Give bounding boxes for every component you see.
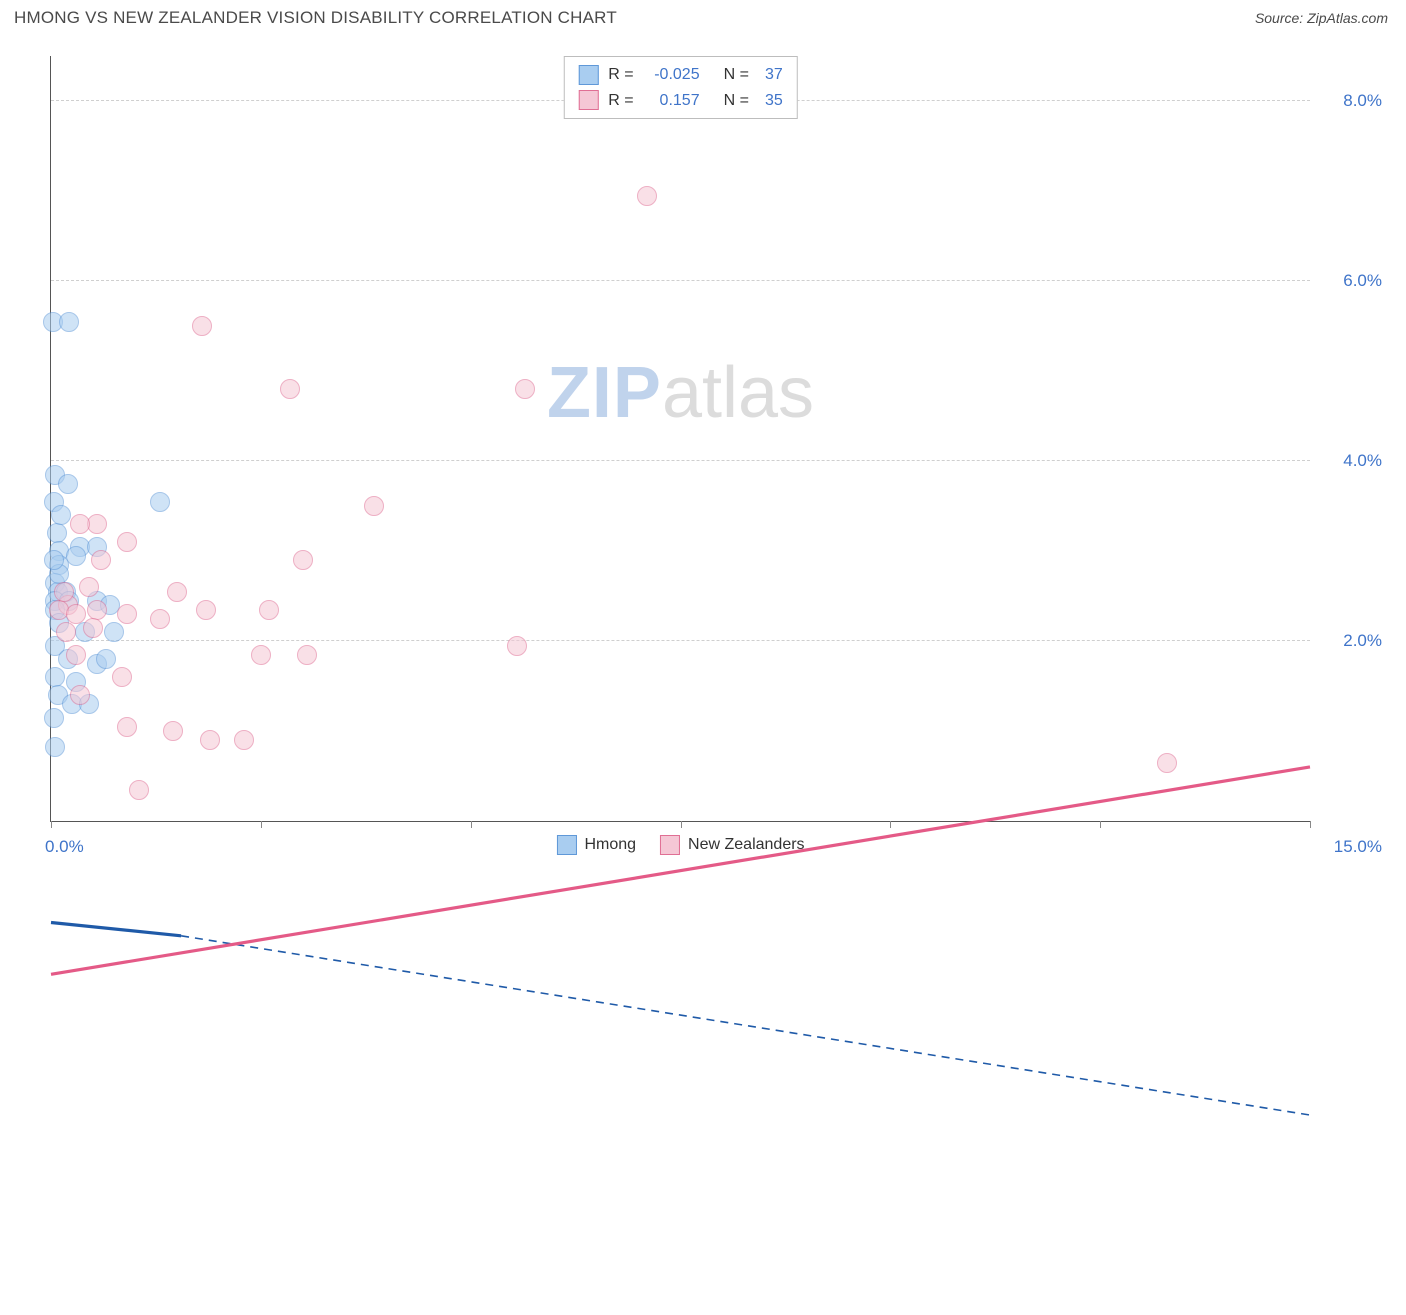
data-point-hmong (44, 550, 64, 570)
data-point-hmong (45, 667, 65, 687)
x-axis-max-label: 15.0% (1334, 837, 1382, 857)
legend-row-hmong: R = -0.025 N = 37 (578, 62, 782, 88)
data-point-hmong (47, 523, 67, 543)
data-point-hmong (45, 737, 65, 757)
data-point-newzealanders (54, 582, 74, 602)
data-point-hmong (59, 312, 79, 332)
data-point-newzealanders (515, 379, 535, 399)
correlation-legend: R = -0.025 N = 37 R = 0.157 N = 35 (563, 56, 797, 119)
data-point-hmong (44, 708, 64, 728)
data-point-hmong (51, 505, 71, 525)
data-point-newzealanders (1157, 753, 1177, 773)
source-attribution: Source: ZipAtlas.com (1255, 10, 1388, 26)
swatch-nz-icon (660, 835, 680, 855)
n-value-nz: 35 (765, 88, 783, 114)
trend-line (181, 936, 1310, 1115)
legend-item-hmong: Hmong (556, 835, 636, 855)
legend-row-nz: R = 0.157 N = 35 (578, 88, 782, 114)
data-point-newzealanders (117, 604, 137, 624)
data-point-newzealanders (507, 636, 527, 656)
data-point-newzealanders (364, 496, 384, 516)
x-tick (1310, 821, 1311, 828)
x-tick (261, 821, 262, 828)
data-point-hmong (58, 474, 78, 494)
data-point-hmong (150, 492, 170, 512)
y-tick-label: 4.0% (1318, 451, 1382, 471)
x-tick (1100, 821, 1101, 828)
r-value-hmong: -0.025 (644, 62, 700, 88)
data-point-newzealanders (66, 604, 86, 624)
data-point-newzealanders (297, 645, 317, 665)
swatch-hmong (578, 65, 598, 85)
y-tick-label: 6.0% (1318, 271, 1382, 291)
data-point-newzealanders (196, 600, 216, 620)
x-tick (890, 821, 891, 828)
x-tick (681, 821, 682, 828)
x-tick (471, 821, 472, 828)
r-value-nz: 0.157 (644, 88, 700, 114)
data-point-newzealanders (66, 645, 86, 665)
data-point-hmong (66, 546, 86, 566)
plot-area: ZIPatlas 2.0%4.0%6.0%8.0% R = -0.025 N =… (50, 56, 1310, 822)
legend-label-nz: New Zealanders (688, 836, 805, 854)
n-value-hmong: 37 (765, 62, 783, 88)
data-point-newzealanders (70, 514, 90, 534)
swatch-hmong-icon (556, 835, 576, 855)
y-tick-label: 2.0% (1318, 631, 1382, 651)
data-point-newzealanders (56, 622, 76, 642)
data-point-newzealanders (79, 577, 99, 597)
data-point-newzealanders (91, 550, 111, 570)
legend-item-nz: New Zealanders (660, 835, 805, 855)
data-point-newzealanders (163, 721, 183, 741)
scatter-points-layer (51, 56, 1310, 821)
data-point-newzealanders (200, 730, 220, 750)
data-point-newzealanders (117, 532, 137, 552)
data-point-newzealanders (112, 667, 132, 687)
x-tick (51, 821, 52, 828)
x-axis-min-label: 0.0% (45, 837, 84, 857)
data-point-newzealanders (83, 618, 103, 638)
data-point-newzealanders (280, 379, 300, 399)
data-point-newzealanders (234, 730, 254, 750)
trend-line (51, 922, 181, 935)
y-tick-label: 8.0% (1318, 91, 1382, 111)
data-point-newzealanders (251, 645, 271, 665)
data-point-newzealanders (87, 600, 107, 620)
data-point-newzealanders (150, 609, 170, 629)
data-point-hmong (104, 622, 124, 642)
data-point-newzealanders (167, 582, 187, 602)
data-point-newzealanders (259, 600, 279, 620)
series-legend: Hmong New Zealanders (556, 835, 804, 855)
data-point-newzealanders (637, 186, 657, 206)
data-point-newzealanders (293, 550, 313, 570)
data-point-newzealanders (129, 780, 149, 800)
data-point-newzealanders (117, 717, 137, 737)
chart-title: HMONG VS NEW ZEALANDER VISION DISABILITY… (14, 8, 617, 28)
data-point-newzealanders (192, 316, 212, 336)
swatch-nz (578, 90, 598, 110)
legend-label-hmong: Hmong (584, 836, 636, 854)
chart-container: Vision Disability ZIPatlas 2.0%4.0%6.0%8… (14, 38, 1388, 872)
data-point-newzealanders (70, 685, 90, 705)
data-point-hmong (96, 649, 116, 669)
